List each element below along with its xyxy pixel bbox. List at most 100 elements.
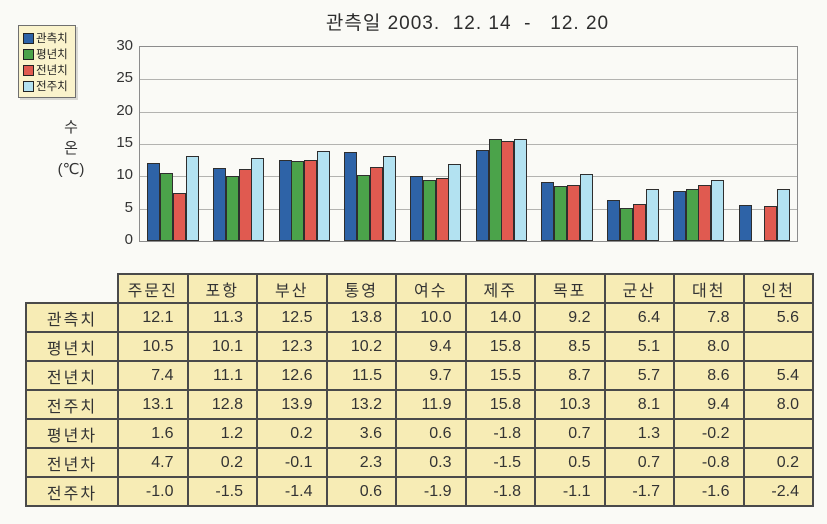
bar [607, 200, 621, 241]
table-cell: -1.4 [256, 476, 328, 507]
y-tick-label: 15 [116, 134, 133, 151]
legend-item: 관측치 [23, 30, 72, 46]
table-header-row: 주문진 포항 부산 통영 여수 제주 목포 군산 대천 인천 [26, 273, 814, 304]
table-cell: 13.8 [325, 302, 397, 333]
table-cell: 15.5 [464, 360, 536, 391]
bar [514, 139, 528, 241]
bar [488, 139, 502, 241]
table-cell: 13.2 [325, 389, 397, 420]
table-cell: -1.8 [464, 476, 536, 507]
legend-item: 평년치 [23, 46, 72, 62]
y-axis-title-line: 온 [64, 140, 78, 157]
table-cell: 15.8 [464, 389, 536, 420]
table-cell: 10.2 [325, 331, 397, 362]
table-row-label: 관측치 [25, 302, 119, 333]
table-cell: 8.7 [534, 360, 606, 391]
table-column-header: 포항 [186, 273, 258, 304]
table-row-label: 전년치 [25, 360, 119, 391]
data-table: 주문진 포항 부산 통영 여수 제주 목포 군산 대천 인천 관측치 12.1 11.3 12.5 13.… [25, 273, 814, 507]
bar [645, 189, 659, 241]
table-cell: 10.3 [534, 389, 606, 420]
table-cell: 11.9 [395, 389, 467, 420]
table-cell: 7.8 [673, 302, 745, 333]
bar [147, 163, 161, 241]
legend-label: 전주치 [36, 81, 68, 93]
table-row: 전년차 4.7 0.2 -0.1 2.3 0.3 -1.5 0.5 0.7 -0.8 0.2 [25, 447, 814, 478]
table-cell: 8.6 [673, 360, 745, 391]
bar [344, 152, 358, 241]
table-column-header: 대천 [673, 273, 745, 304]
bar [501, 141, 515, 241]
bar [238, 169, 252, 241]
table-cell: 0.7 [534, 418, 606, 449]
table-cell: 13.9 [256, 389, 328, 420]
table-cell: -1.9 [395, 476, 467, 507]
table-cell: 2.3 [325, 447, 397, 478]
bar [475, 150, 489, 241]
table-column-header: 군산 [603, 273, 675, 304]
table-column-header: 목포 [534, 273, 606, 304]
legend-label: 평년치 [36, 49, 68, 61]
bar [711, 180, 725, 241]
table-cell: 8.0 [673, 331, 745, 362]
bar [554, 186, 568, 241]
bar [357, 175, 371, 241]
table-cell: 12.6 [256, 360, 328, 391]
table-cell: 0.2 [742, 447, 814, 478]
y-axis-tick-labels: 0 5 10 15 20 25 30 [85, 37, 133, 248]
table-cell: 5.4 [742, 360, 814, 391]
table-cell: 15.8 [464, 331, 536, 362]
y-tick-label: 5 [124, 198, 133, 216]
legend-swatch-icon [23, 80, 34, 92]
table-cell: -0.2 [673, 418, 745, 449]
bar [698, 185, 712, 241]
y-axis-title: 수 온 (℃) [42, 117, 100, 180]
table-cell [742, 418, 814, 449]
gridline [140, 176, 797, 178]
table-cell: 8.0 [742, 389, 814, 420]
legend-label: 전년치 [36, 65, 68, 77]
bar [579, 174, 593, 241]
table-cell: 8.5 [534, 331, 606, 362]
bar [410, 176, 424, 241]
table-cell: -1.7 [603, 476, 675, 507]
legend-label: 관측치 [36, 33, 68, 45]
table-row: 전주치 13.1 12.8 13.9 13.2 11.9 15.8 10.3 8.1 9.4 8.0 [25, 389, 814, 420]
table-cell: 5.1 [603, 331, 675, 362]
bar [291, 161, 305, 241]
table-cell: 14.0 [464, 302, 536, 333]
y-tick-label: 25 [116, 69, 133, 87]
bar [212, 168, 226, 241]
legend-item: 전년치 [23, 62, 72, 78]
bar [160, 173, 174, 241]
table-cell: 9.4 [673, 389, 745, 420]
table-cell: -1.5 [464, 447, 536, 478]
y-axis-title-line: 수 [64, 119, 78, 136]
bar [738, 205, 752, 241]
bar [225, 176, 239, 241]
bar [382, 156, 396, 241]
bar [278, 160, 292, 241]
table-cell: -1.5 [186, 476, 258, 507]
table-cell: 12.5 [256, 302, 328, 333]
bar [619, 208, 633, 241]
legend-swatch-icon [23, 64, 34, 76]
table-cell: 12.8 [186, 389, 258, 420]
table-cell: 6.4 [603, 302, 675, 333]
table-cell: 9.2 [534, 302, 606, 333]
bar [567, 185, 581, 241]
gridline [140, 208, 797, 210]
table-cell: 1.3 [603, 418, 675, 449]
bar [304, 160, 318, 241]
table-column-header: 주문진 [117, 273, 189, 304]
table-cell: -1.6 [673, 476, 745, 507]
table-cell: 4.7 [117, 447, 189, 478]
chart-title: 관측일 2003. 12. 14 - 12. 20 [325, 13, 610, 34]
table-column-header: 제주 [464, 273, 536, 304]
table-cell: 0.7 [603, 447, 675, 478]
gridline [140, 111, 797, 113]
bar [317, 151, 331, 241]
table-column-header: 인천 [742, 273, 814, 304]
